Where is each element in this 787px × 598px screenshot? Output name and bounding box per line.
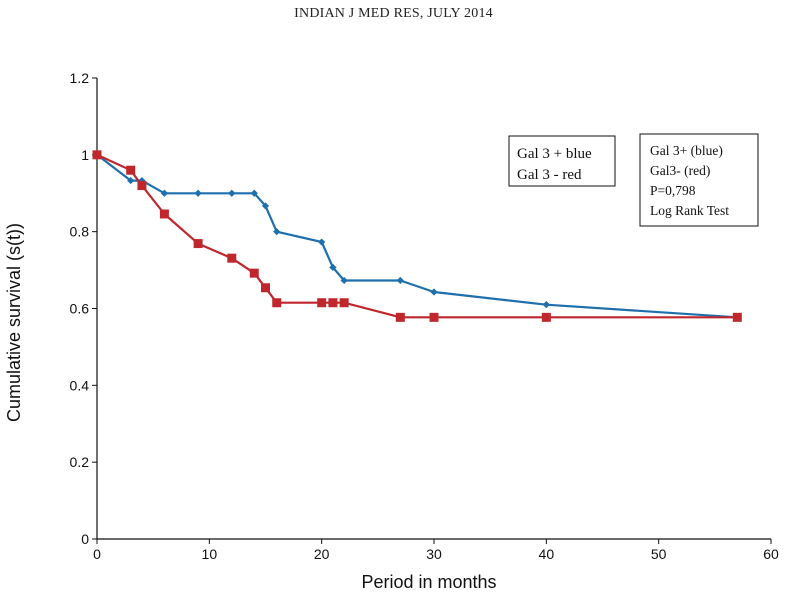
data-point-blue	[228, 189, 236, 197]
x-tick-label: 20	[314, 546, 330, 562]
y-tick-label: 0.4	[70, 377, 90, 393]
x-tick-label: 10	[202, 546, 218, 562]
legend-box	[508, 135, 616, 187]
x-tick-label: 50	[651, 546, 667, 562]
data-point-red	[272, 298, 282, 308]
data-point-red	[137, 181, 147, 191]
data-point-red	[227, 253, 237, 263]
y-tick-label: 0	[81, 531, 89, 547]
data-point-blue	[250, 189, 258, 197]
y-tick-label: 1.2	[70, 70, 90, 86]
legend-entry: Gal 3 + blue	[517, 146, 592, 162]
data-point-blue	[261, 202, 270, 210]
x-tick-label: 30	[426, 546, 442, 562]
y-tick-label: 0.8	[70, 224, 90, 240]
data-point-red	[126, 165, 136, 175]
data-point-red	[193, 239, 203, 249]
stats-annotation-line: Gal 3+ (blue)	[650, 143, 723, 158]
x-axis-title: Period in months	[361, 572, 496, 592]
stats-annotation-line: Gal3- (red)	[650, 163, 710, 178]
data-point-red	[339, 298, 349, 308]
y-axis-title: Cumulative survival (s(t))	[4, 223, 24, 422]
series-line-red	[96, 153, 738, 319]
stats-annotation-line: Log Rank Test	[650, 203, 729, 218]
stats-annotation-line: P=0,798	[650, 183, 696, 198]
data-point-blue	[160, 189, 168, 197]
legend-entry: Gal 3 - red	[517, 167, 582, 183]
y-tick-label: 0.6	[70, 301, 90, 317]
data-point-blue	[329, 263, 337, 271]
data-point-blue	[318, 238, 326, 246]
data-point-blue	[127, 176, 135, 185]
data-point-red	[249, 268, 259, 278]
data-point-red	[159, 209, 169, 219]
x-tick-label: 40	[539, 546, 555, 562]
y-tick-label: 1	[81, 147, 89, 163]
x-tick-label: 0	[93, 546, 101, 562]
data-point-red	[328, 298, 338, 308]
data-point-blue	[340, 276, 348, 285]
data-point-red	[92, 150, 102, 160]
data-point-red	[317, 298, 327, 308]
data-point-red	[429, 312, 439, 322]
data-point-red	[732, 312, 742, 322]
journal-header: INDIAN J MED RES, JULY 2014	[294, 6, 493, 21]
series-line-blue	[96, 153, 738, 319]
data-point-blue	[273, 228, 281, 236]
data-point-red	[395, 312, 405, 322]
data-point-blue	[396, 276, 404, 285]
x-tick-label: 60	[763, 546, 779, 562]
data-point-red	[541, 312, 551, 322]
data-point-blue	[430, 288, 438, 296]
data-point-red	[261, 283, 270, 293]
data-point-blue	[194, 189, 202, 197]
y-tick-label: 0.2	[70, 454, 90, 470]
data-point-blue	[542, 301, 550, 309]
stats-annotation-box	[639, 133, 759, 227]
